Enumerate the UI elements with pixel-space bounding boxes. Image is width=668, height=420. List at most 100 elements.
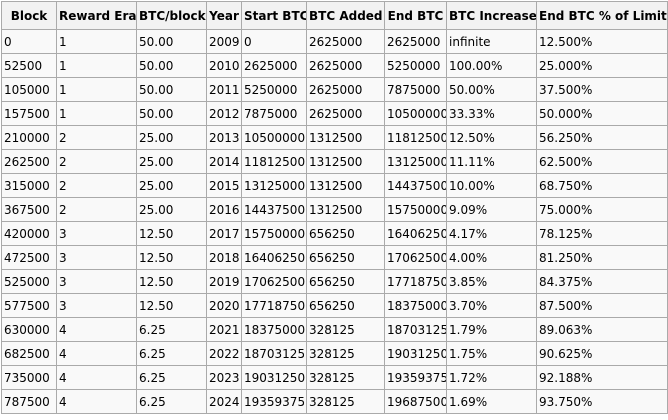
table-cell: 656250 xyxy=(306,245,385,270)
column-header: Block xyxy=(1,1,57,30)
table-cell: 18375000 xyxy=(384,293,447,318)
table-cell: 75.000% xyxy=(536,197,668,222)
table-cell: 3 xyxy=(56,293,137,318)
table-row: 52500 1 50.00 2010 2625000 2625000 5250000 100.… xyxy=(1,53,668,78)
table-cell: 328125 xyxy=(306,341,385,366)
table-cell: 2023 xyxy=(206,365,242,390)
table-cell: 1.69% xyxy=(446,389,537,414)
table-cell: 2020 xyxy=(206,293,242,318)
table-cell: 3 xyxy=(56,245,137,270)
table-cell: 328125 xyxy=(306,317,385,342)
table-row: 735000 4 6.25 2023 19031250 328125 19359375 1.7… xyxy=(1,365,668,390)
table-cell: 2021 xyxy=(206,317,242,342)
table-row: 472500 3 12.50 2018 16406250 656250 17062500 4.… xyxy=(1,245,668,270)
table-cell: 5250000 xyxy=(384,53,447,78)
table-cell: 157500 xyxy=(1,101,57,126)
table-cell: 92.188% xyxy=(536,365,668,390)
table-cell: 50.00 xyxy=(136,53,207,78)
table-body: 0 1 50.00 2009 0 2625000 2625000 infinite 12.500… xyxy=(1,29,668,414)
table-cell: 12.50 xyxy=(136,269,207,294)
table-cell: 1312500 xyxy=(306,149,385,174)
table-cell: 16406250 xyxy=(384,221,447,246)
table-cell: 3.85% xyxy=(446,269,537,294)
table-cell: 17718750 xyxy=(241,293,307,318)
table-cell: 50.00% xyxy=(446,77,537,102)
table-cell: 10.00% xyxy=(446,173,537,198)
table-row: 105000 1 50.00 2011 5250000 2625000 7875000 50.… xyxy=(1,77,668,102)
table-cell: 25.00 xyxy=(136,173,207,198)
table-cell: 630000 xyxy=(1,317,57,342)
table-cell: 4 xyxy=(56,365,137,390)
table-cell: 50.00 xyxy=(136,29,207,54)
table-row: 157500 1 50.00 2012 7875000 2625000 10500000 33… xyxy=(1,101,668,126)
table-cell: 10500000 xyxy=(384,101,447,126)
table-cell: 87.500% xyxy=(536,293,668,318)
table-cell: 15750000 xyxy=(384,197,447,222)
table-cell: 52500 xyxy=(1,53,57,78)
table-cell: 315000 xyxy=(1,173,57,198)
table-cell: 787500 xyxy=(1,389,57,414)
table-cell: 1 xyxy=(56,53,137,78)
table-cell: 4.00% xyxy=(446,245,537,270)
table-cell: 11812500 xyxy=(241,149,307,174)
table-cell: 2625000 xyxy=(306,53,385,78)
column-header: End BTC xyxy=(384,1,447,30)
table-cell: 2012 xyxy=(206,101,242,126)
table-cell: 19031250 xyxy=(241,365,307,390)
table-cell: 78.125% xyxy=(536,221,668,246)
table-cell: 2013 xyxy=(206,125,242,150)
table-cell: 17062500 xyxy=(241,269,307,294)
table-cell: 1 xyxy=(56,77,137,102)
table-cell: 6.25 xyxy=(136,365,207,390)
table-cell: 11812500 xyxy=(384,125,447,150)
table-cell: 16406250 xyxy=(241,245,307,270)
table-cell: 10500000 xyxy=(241,125,307,150)
table-cell: infinite xyxy=(446,29,537,54)
table-cell: 2 xyxy=(56,125,137,150)
table-cell: 1.72% xyxy=(446,365,537,390)
table-row: 525000 3 12.50 2019 17062500 656250 17718750 3.… xyxy=(1,269,668,294)
table-cell: 25.00 xyxy=(136,197,207,222)
table-cell: 14437500 xyxy=(384,173,447,198)
table-cell: 25.00 xyxy=(136,149,207,174)
table-cell: 2016 xyxy=(206,197,242,222)
table-row: 787500 4 6.25 2024 19359375 328125 19687500 1.6… xyxy=(1,389,668,414)
table-cell: 2625000 xyxy=(306,77,385,102)
table-cell: 33.33% xyxy=(446,101,537,126)
table-cell: 2 xyxy=(56,173,137,198)
table-row: 367500 2 25.00 2016 14437500 1312500 15750000 9… xyxy=(1,197,668,222)
table-cell: 3 xyxy=(56,221,137,246)
table-row: 682500 4 6.25 2022 18703125 328125 19031250 1.7… xyxy=(1,341,668,366)
table-cell: 15750000 xyxy=(241,221,307,246)
table-cell: 105000 xyxy=(1,77,57,102)
table-cell: 9.09% xyxy=(446,197,537,222)
table-cell: 656250 xyxy=(306,269,385,294)
table-cell: 7875000 xyxy=(384,77,447,102)
table-cell: 81.250% xyxy=(536,245,668,270)
table-cell: 1.79% xyxy=(446,317,537,342)
table-cell: 4.17% xyxy=(446,221,537,246)
table-cell: 12.50 xyxy=(136,245,207,270)
table-cell: 25.00 xyxy=(136,125,207,150)
table-row: 420000 3 12.50 2017 15750000 656250 16406250 4.… xyxy=(1,221,668,246)
column-header: BTC Increase xyxy=(446,1,537,30)
table-cell: 17718750 xyxy=(384,269,447,294)
table-cell: 2019 xyxy=(206,269,242,294)
table-cell: 89.063% xyxy=(536,317,668,342)
table-cell: 25.000% xyxy=(536,53,668,78)
table-cell: 2625000 xyxy=(306,29,385,54)
table-cell: 68.750% xyxy=(536,173,668,198)
table-cell: 735000 xyxy=(1,365,57,390)
table-cell: 0 xyxy=(1,29,57,54)
table-cell: 2009 xyxy=(206,29,242,54)
table-cell: 18703125 xyxy=(384,317,447,342)
column-header: Year xyxy=(206,1,242,30)
table-cell: 2625000 xyxy=(306,101,385,126)
table-cell: 84.375% xyxy=(536,269,668,294)
table-cell: 262500 xyxy=(1,149,57,174)
table-cell: 1 xyxy=(56,101,137,126)
table-cell: 0 xyxy=(241,29,307,54)
table-cell: 1.75% xyxy=(446,341,537,366)
